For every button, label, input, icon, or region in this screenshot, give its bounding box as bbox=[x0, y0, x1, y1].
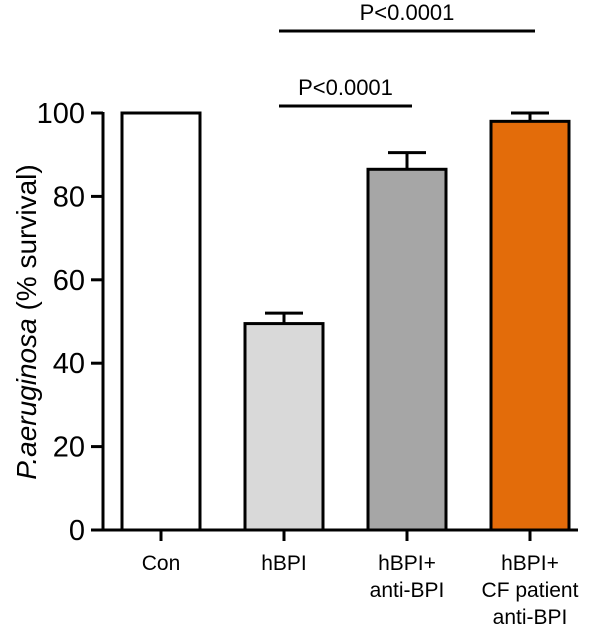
x-tick-label: hBPI+ anti-BPI bbox=[370, 552, 445, 602]
y-tick-label: 100 bbox=[37, 98, 85, 130]
y-axis-label: P.aeruginosa (% survival) bbox=[11, 164, 42, 479]
x-tick-label-line: anti-BPI bbox=[370, 579, 445, 602]
bar bbox=[366, 167, 448, 532]
x-tick-label: Con bbox=[142, 552, 181, 575]
x-tick-label-line: hBPI+ bbox=[501, 552, 559, 575]
y-tick-label: 0 bbox=[69, 515, 85, 547]
plot-area: 0 20 40 60 80 100 Con hBPI hBPI+ anti-BPI hBPI+ CF … bbox=[37, 0, 579, 629]
x-tick-label-line: Con bbox=[142, 552, 181, 575]
y-tick-label: 40 bbox=[53, 348, 85, 380]
y-tick-label: 60 bbox=[53, 265, 85, 297]
bar bbox=[489, 119, 571, 532]
bar bbox=[120, 111, 202, 532]
significance-label: P<0.0001 bbox=[360, 0, 455, 25]
x-tick-label-line: CF patient bbox=[482, 579, 579, 602]
x-tick-label-line: anti-BPI bbox=[493, 606, 568, 629]
y-axis-label-rest: (% survival) bbox=[11, 164, 42, 318]
x-tick-label: hBPI bbox=[261, 552, 307, 575]
bar bbox=[243, 322, 325, 532]
y-axis-label-italic: P.aeruginosa bbox=[11, 318, 42, 479]
x-tick-label-line: hBPI+ bbox=[378, 552, 436, 575]
y-tick-label: 80 bbox=[53, 181, 85, 213]
significance-label: P<0.0001 bbox=[298, 75, 393, 100]
x-tick-label: hBPI+ CF patient anti-BPI bbox=[482, 552, 579, 629]
x-tick-label-line: hBPI bbox=[261, 552, 307, 575]
y-tick-label: 20 bbox=[53, 432, 85, 464]
